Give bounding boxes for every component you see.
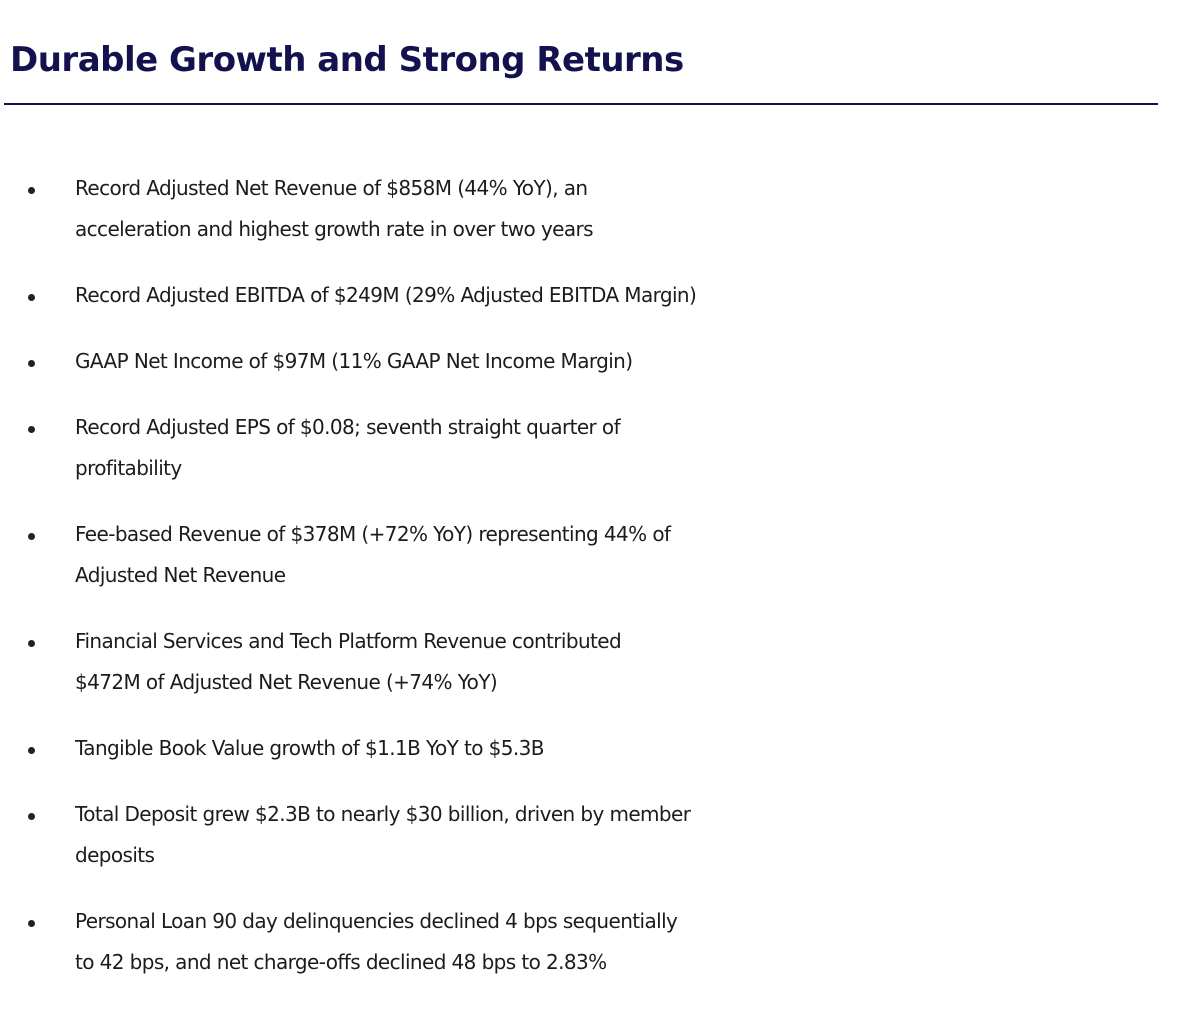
bullet-dot-icon — [28, 920, 35, 927]
bullet-line: $472M of Adjusted Net Revenue (+74% YoY) — [75, 670, 498, 694]
bullet-line: Tangible Book Value growth of $1.1B YoY … — [75, 736, 544, 760]
bullet-item-deposits: Total Deposit grew $2.3B to nearly $30 b… — [0, 794, 1200, 876]
bullet-item-fee-revenue: Fee-based Revenue of $378M (+72% YoY) re… — [0, 514, 1200, 596]
bullet-dot-icon — [28, 426, 35, 433]
bullet-line: to 42 bps, and net charge-offs declined … — [75, 950, 607, 974]
bullet-line: GAAP Net Income of $97M (11% GAAP Net In… — [75, 349, 633, 373]
bullet-line: Record Adjusted EBITDA of $249M (29% Adj… — [75, 283, 697, 307]
bullet-item-net-income: GAAP Net Income of $97M (11% GAAP Net In… — [0, 341, 1200, 382]
bullet-line: Personal Loan 90 day delinquencies decli… — [75, 909, 678, 933]
bullet-item-book-value: Tangible Book Value growth of $1.1B YoY … — [0, 728, 1200, 769]
bullet-line: deposits — [75, 843, 155, 867]
slide-title: Durable Growth and Strong Returns — [10, 40, 684, 80]
bullet-line: acceleration and highest growth rate in … — [75, 217, 594, 241]
bullet-item-ebitda: Record Adjusted EBITDA of $249M (29% Adj… — [0, 275, 1200, 316]
bullet-line: Fee-based Revenue of $378M (+72% YoY) re… — [75, 522, 671, 546]
bullet-item-financial-services: Financial Services and Tech Platform Rev… — [0, 621, 1200, 703]
bullet-line: Financial Services and Tech Platform Rev… — [75, 629, 622, 653]
bullet-item-eps: Record Adjusted EPS of $0.08; seventh st… — [0, 407, 1200, 489]
bullet-dot-icon — [28, 187, 35, 194]
bullet-line: profitability — [75, 456, 182, 480]
highlights-list: Record Adjusted Net Revenue of $858M (44… — [0, 168, 1200, 1008]
bullet-line: Total Deposit grew $2.3B to nearly $30 b… — [75, 802, 691, 826]
bullet-dot-icon — [28, 813, 35, 820]
bullet-dot-icon — [28, 747, 35, 754]
title-divider — [4, 103, 1158, 105]
bullet-line: Adjusted Net Revenue — [75, 563, 286, 587]
bullet-line: Record Adjusted EPS of $0.08; seventh st… — [75, 415, 621, 439]
bullet-item-personal-loan: Personal Loan 90 day delinquencies decli… — [0, 901, 1200, 983]
bullet-item-revenue: Record Adjusted Net Revenue of $858M (44… — [0, 168, 1200, 250]
bullet-dot-icon — [28, 360, 35, 367]
bullet-dot-icon — [28, 294, 35, 301]
bullet-dot-icon — [28, 533, 35, 540]
bullet-dot-icon — [28, 640, 35, 647]
bullet-line: Record Adjusted Net Revenue of $858M (44… — [75, 176, 588, 200]
